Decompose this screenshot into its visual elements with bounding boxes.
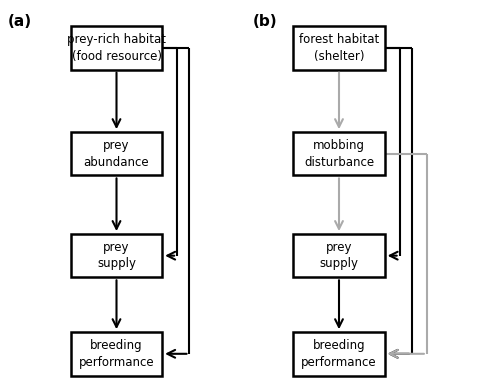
Text: prey-rich habitat
(food resource): prey-rich habitat (food resource): [67, 33, 166, 63]
FancyBboxPatch shape: [294, 234, 384, 277]
Text: (a): (a): [8, 14, 32, 29]
Text: prey
abundance: prey abundance: [84, 139, 150, 169]
Text: breeding
performance: breeding performance: [78, 339, 154, 368]
FancyBboxPatch shape: [71, 26, 162, 70]
FancyBboxPatch shape: [294, 132, 384, 175]
Text: mobbing
disturbance: mobbing disturbance: [304, 139, 374, 169]
FancyBboxPatch shape: [71, 132, 162, 175]
Text: prey
supply: prey supply: [320, 241, 358, 270]
Text: forest habitat
(shelter): forest habitat (shelter): [299, 33, 379, 63]
FancyBboxPatch shape: [71, 234, 162, 277]
FancyBboxPatch shape: [294, 26, 384, 70]
FancyBboxPatch shape: [294, 332, 384, 375]
FancyBboxPatch shape: [71, 332, 162, 375]
Text: (b): (b): [252, 14, 277, 29]
Text: breeding
performance: breeding performance: [301, 339, 377, 368]
Text: prey
supply: prey supply: [97, 241, 136, 270]
